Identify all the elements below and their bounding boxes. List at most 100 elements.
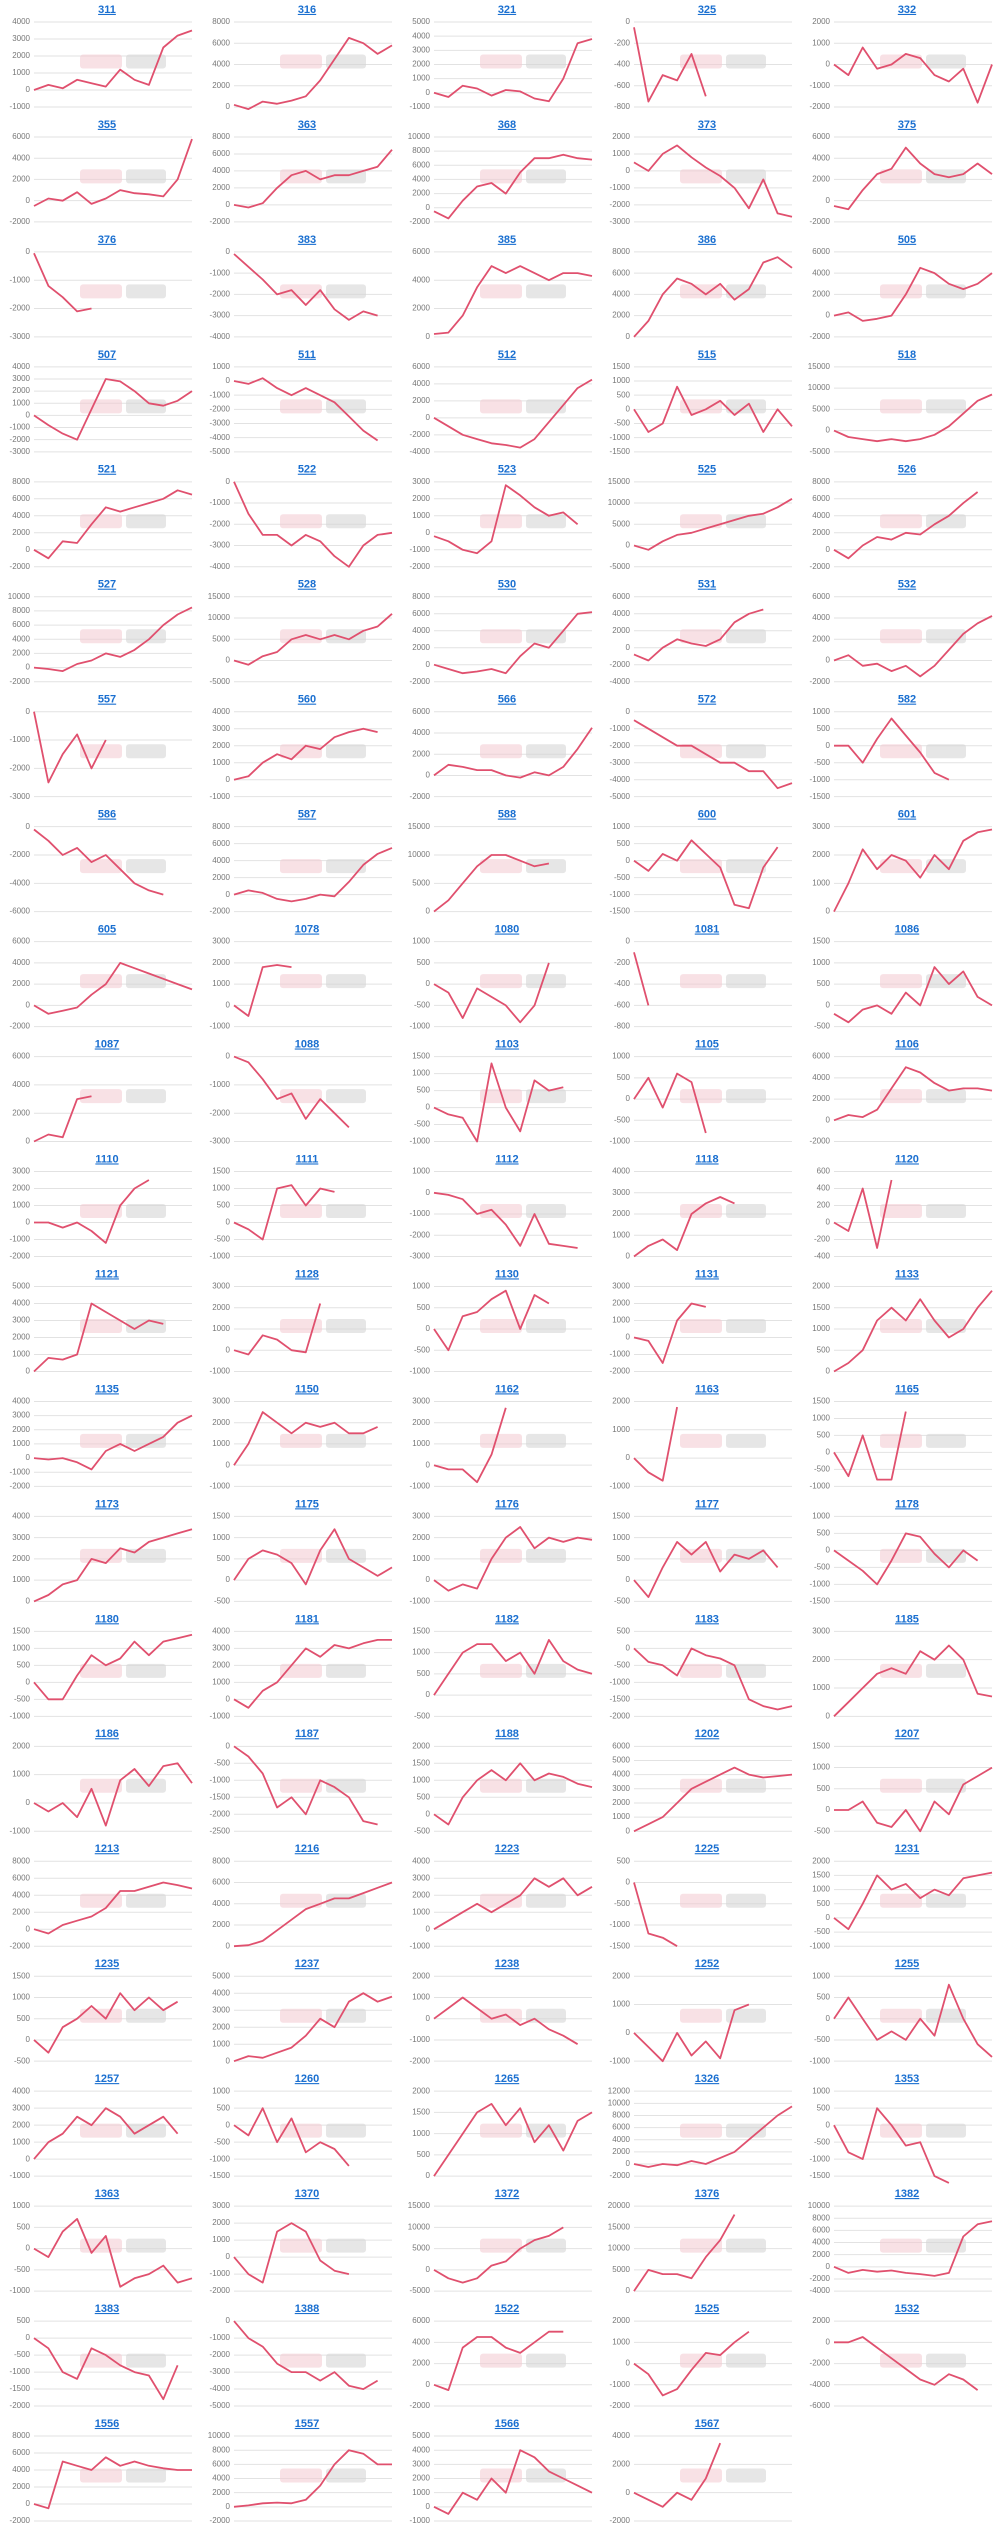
chart-title[interactable]: 1207 — [895, 1728, 919, 1740]
chart-title[interactable]: 332 — [898, 4, 916, 16]
chart-title[interactable]: 1257 — [95, 2073, 119, 2085]
chart-title[interactable]: 1185 — [895, 1613, 919, 1625]
chart-title[interactable]: 1525 — [695, 2303, 719, 2315]
chart-title[interactable]: 1106 — [895, 1038, 919, 1050]
chart-title[interactable]: 1260 — [295, 2073, 319, 2085]
chart-title[interactable]: 1080 — [495, 924, 519, 936]
chart-title[interactable]: 1370 — [295, 2188, 319, 2200]
chart-title[interactable]: 1110 — [95, 1153, 118, 1165]
chart-title[interactable]: 1225 — [695, 1843, 719, 1855]
chart-title[interactable]: 1255 — [895, 1958, 919, 1970]
chart-title[interactable]: 1177 — [695, 1498, 719, 1510]
chart-title[interactable]: 588 — [498, 809, 516, 821]
chart-title[interactable]: 1133 — [895, 1268, 919, 1280]
chart-title[interactable]: 1188 — [495, 1728, 519, 1740]
chart-title[interactable]: 1103 — [495, 1038, 519, 1050]
chart-title[interactable]: 1376 — [695, 2188, 719, 2200]
chart-title[interactable]: 1353 — [895, 2073, 919, 2085]
chart-title[interactable]: 316 — [298, 4, 316, 16]
chart-title[interactable]: 368 — [498, 119, 516, 131]
chart-title[interactable]: 1150 — [295, 1383, 319, 1395]
chart-title[interactable]: 325 — [698, 4, 716, 16]
chart-title[interactable]: 1252 — [695, 1958, 719, 1970]
chart-title[interactable]: 1078 — [295, 924, 319, 936]
chart-title[interactable]: 1081 — [695, 924, 719, 936]
chart-title[interactable]: 1128 — [295, 1268, 319, 1280]
chart-title[interactable]: 518 — [898, 349, 916, 361]
chart-title[interactable]: 321 — [498, 4, 516, 16]
chart-title[interactable]: 1235 — [95, 1958, 119, 1970]
chart-title[interactable]: 600 — [698, 809, 716, 821]
chart-title[interactable]: 375 — [898, 119, 916, 131]
chart-title[interactable]: 507 — [98, 349, 116, 361]
chart-title[interactable]: 1175 — [295, 1498, 319, 1510]
chart-title[interactable]: 530 — [498, 579, 516, 591]
chart-title[interactable]: 1187 — [295, 1728, 319, 1740]
chart-title[interactable]: 587 — [298, 809, 316, 821]
chart-title[interactable]: 1326 — [695, 2073, 719, 2085]
chart-title[interactable]: 525 — [698, 464, 716, 476]
chart-title[interactable]: 515 — [698, 349, 716, 361]
chart-title[interactable]: 523 — [498, 464, 516, 476]
chart-title[interactable]: 1231 — [895, 1843, 919, 1855]
chart-title[interactable]: 373 — [698, 119, 716, 131]
chart-title[interactable]: 560 — [298, 694, 316, 706]
chart-title[interactable]: 1121 — [95, 1268, 119, 1280]
chart-title[interactable]: 1086 — [895, 924, 919, 936]
chart-title[interactable]: 526 — [898, 464, 916, 476]
chart-title[interactable]: 1372 — [495, 2188, 519, 2200]
chart-title[interactable]: 572 — [698, 694, 716, 706]
chart-title[interactable]: 1105 — [695, 1038, 719, 1050]
chart-title[interactable]: 1130 — [495, 1268, 519, 1280]
chart-title[interactable]: 605 — [98, 924, 116, 936]
chart-title[interactable]: 528 — [298, 579, 316, 591]
chart-title[interactable]: 1162 — [495, 1383, 519, 1395]
chart-title[interactable]: 1532 — [895, 2303, 919, 2315]
chart-title[interactable]: 1131 — [695, 1268, 719, 1280]
chart-title[interactable]: 1216 — [295, 1843, 319, 1855]
chart-title[interactable]: 1176 — [495, 1498, 519, 1510]
chart-title[interactable]: 527 — [98, 579, 116, 591]
chart-title[interactable]: 1213 — [95, 1843, 119, 1855]
chart-title[interactable]: 601 — [898, 809, 916, 821]
chart-title[interactable]: 1522 — [495, 2303, 519, 2315]
chart-title[interactable]: 1120 — [895, 1153, 919, 1165]
chart-title[interactable]: 1382 — [895, 2188, 919, 2200]
chart-title[interactable]: 532 — [898, 579, 916, 591]
chart-title[interactable]: 1135 — [95, 1383, 119, 1395]
chart-title[interactable]: 1087 — [95, 1038, 119, 1050]
chart-title[interactable]: 1180 — [95, 1613, 119, 1625]
chart-title[interactable]: 586 — [98, 809, 116, 821]
chart-title[interactable]: 1112 — [495, 1153, 518, 1165]
chart-title[interactable]: 363 — [298, 119, 316, 131]
chart-title[interactable]: 1556 — [95, 2418, 119, 2430]
chart-title[interactable]: 582 — [898, 694, 916, 706]
chart-title[interactable]: 531 — [698, 579, 716, 591]
chart-title[interactable]: 1566 — [495, 2418, 519, 2430]
chart-title[interactable]: 1567 — [695, 2418, 719, 2430]
chart-title[interactable]: 386 — [698, 234, 716, 246]
chart-title[interactable]: 1118 — [695, 1153, 718, 1165]
chart-title[interactable]: 1182 — [495, 1613, 519, 1625]
chart-title[interactable]: 1178 — [895, 1498, 919, 1510]
chart-title[interactable]: 1265 — [495, 2073, 519, 2085]
chart-title[interactable]: 511 — [298, 349, 316, 361]
chart-title[interactable]: 566 — [498, 694, 516, 706]
chart-title[interactable]: 1088 — [295, 1038, 319, 1050]
chart-title[interactable]: 385 — [498, 234, 516, 246]
chart-title[interactable]: 1165 — [895, 1383, 919, 1395]
chart-title[interactable]: 512 — [498, 349, 516, 361]
chart-title[interactable]: 1388 — [295, 2303, 319, 2315]
chart-title[interactable]: 1111 — [296, 1153, 319, 1165]
chart-title[interactable]: 1238 — [495, 1958, 519, 1970]
chart-title[interactable]: 1186 — [95, 1728, 119, 1740]
chart-title[interactable]: 383 — [298, 234, 316, 246]
chart-title[interactable]: 557 — [98, 694, 116, 706]
chart-title[interactable]: 1163 — [695, 1383, 719, 1395]
chart-title[interactable]: 1173 — [95, 1498, 119, 1510]
chart-title[interactable]: 376 — [98, 234, 116, 246]
chart-title[interactable]: 1383 — [95, 2303, 119, 2315]
chart-title[interactable]: 1202 — [695, 1728, 719, 1740]
chart-title[interactable]: 355 — [98, 119, 116, 131]
chart-title[interactable]: 311 — [98, 4, 116, 16]
